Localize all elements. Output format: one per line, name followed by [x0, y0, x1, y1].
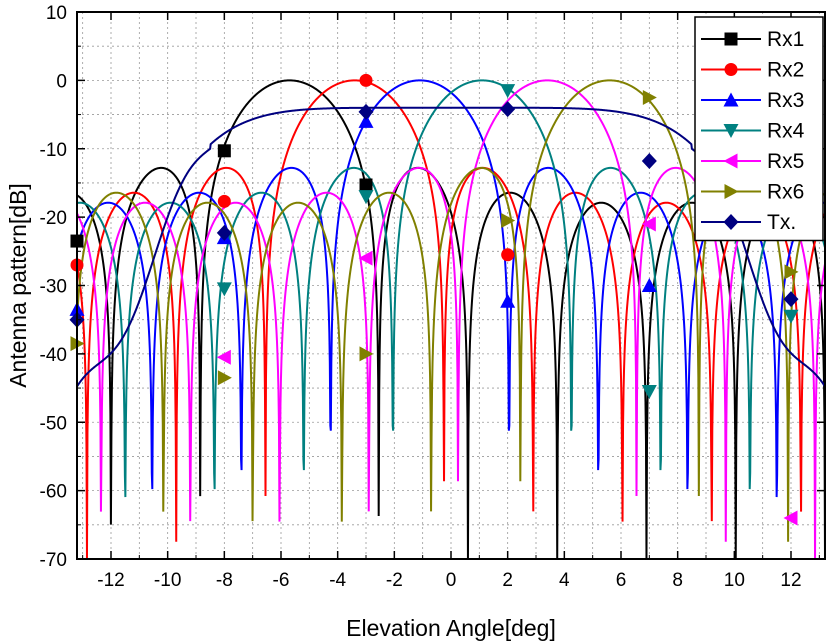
- data-point-rx2: [217, 194, 231, 208]
- legend-label-rx5: Rx5: [767, 150, 804, 173]
- data-point-rx5: [641, 216, 656, 232]
- data-point-rx4: [500, 84, 516, 99]
- data-point-rx5: [358, 250, 373, 266]
- data-point-rx6: [217, 370, 232, 386]
- legend-marker-rx6: [724, 184, 739, 199]
- tick-layer: -12 -10 -8 -6 -4 -2 0 2 4 6 8 10 12100-10-20-30-40-5…: [40, 3, 825, 591]
- data-point-rx3: [358, 113, 374, 128]
- legend: Rx1 Rx2 Rx3 Rx4 Rx5 Rx6 Tx.: [694, 16, 824, 242]
- legend-marker-rx3: [723, 92, 739, 107]
- legend-label-rx4: Rx4: [767, 120, 805, 143]
- data-point-rx5: [783, 510, 798, 526]
- data-point-tx: [783, 291, 799, 308]
- legend-marker-tx: [723, 214, 739, 230]
- legend-marker-rx2: [724, 63, 738, 76]
- legend-label-tx: Tx.: [767, 211, 796, 234]
- x-tick-label: 12: [780, 570, 801, 591]
- data-point-rx6: [501, 213, 516, 229]
- data-point-rx4: [358, 190, 374, 205]
- data-point-rx6: [359, 346, 374, 362]
- data-point-rx6: [784, 264, 799, 280]
- marker-layer: [69, 73, 799, 526]
- x-tick-label: -4: [329, 570, 346, 591]
- x-tick-label: -12: [97, 570, 124, 591]
- legend-marker-rx5: [723, 153, 738, 169]
- x-tick-label: -6: [273, 570, 290, 591]
- data-point-rx3: [641, 278, 657, 292]
- x-tick-label: 10: [724, 570, 745, 591]
- y-tick-label: -60: [40, 482, 67, 503]
- data-point-tx: [216, 224, 232, 241]
- data-point-rx2: [501, 248, 515, 262]
- data-point-rx1: [217, 144, 231, 158]
- data-point-rx3: [500, 293, 516, 308]
- data-point-tx: [641, 153, 657, 170]
- data-point-rx4: [783, 309, 799, 324]
- x-axis-title: Elevation Angle[deg]: [346, 615, 556, 641]
- y-axis-title: Antenna pattern[dB]: [5, 183, 31, 388]
- y-tick-label: -40: [40, 345, 67, 366]
- x-tick-label: -2: [386, 570, 403, 591]
- y-tick-label: -50: [40, 413, 67, 434]
- y-tick-label: -70: [40, 550, 67, 571]
- y-tick-label: 0: [56, 71, 67, 92]
- y-tick-label: -10: [40, 140, 67, 161]
- data-point-rx2: [359, 73, 373, 87]
- legend-label-rx3: Rx3: [767, 89, 804, 112]
- x-tick-label: 4: [559, 570, 570, 591]
- legend-marker-rx1: [724, 32, 738, 46]
- y-tick-label: 10: [46, 3, 67, 24]
- y-tick-label: -20: [40, 208, 67, 229]
- legend-label-rx2: Rx2: [767, 59, 804, 82]
- legend-label-rx6: Rx6: [767, 181, 804, 204]
- data-point-rx5: [216, 349, 231, 365]
- x-tick-label: -8: [216, 570, 233, 591]
- x-tick-label: 6: [616, 570, 627, 591]
- y-tick-label: -30: [40, 277, 67, 298]
- data-point-tx: [358, 103, 374, 120]
- x-tick-label: 8: [672, 570, 683, 591]
- x-tick-label: 0: [446, 570, 457, 591]
- axis-titles: Elevation Angle[deg] Antenna pattern[dB]: [5, 183, 556, 641]
- series-line-rx6: [77, 79, 825, 542]
- legend-box: [694, 16, 824, 242]
- legend-label-rx1: Rx1: [767, 28, 804, 51]
- data-point-rx1: [359, 178, 373, 192]
- data-point-rx4: [641, 384, 657, 399]
- data-point-rx4: [216, 282, 232, 297]
- x-tick-label: 2: [502, 570, 513, 591]
- legend-marker-rx4: [723, 124, 739, 138]
- data-point-rx6: [642, 89, 657, 105]
- x-tick-label: -10: [154, 570, 181, 591]
- data-point-tx: [500, 101, 516, 118]
